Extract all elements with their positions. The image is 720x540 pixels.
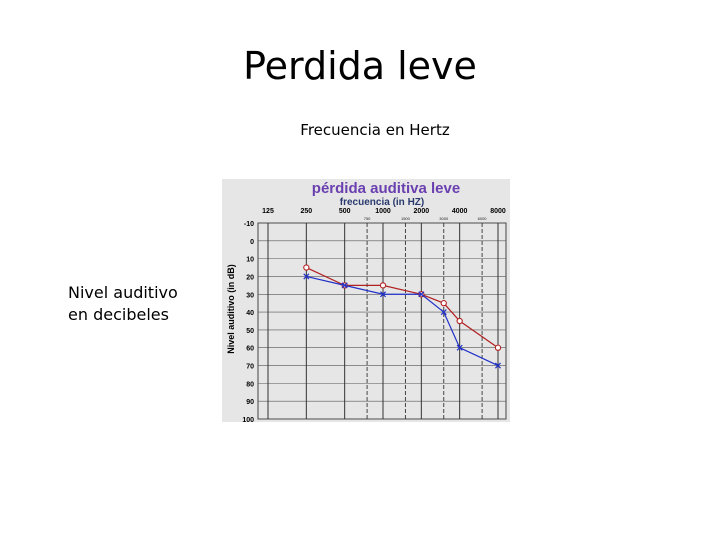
y-tick-label: 40 [246,310,254,317]
cross-stroke [303,273,310,280]
data-point-circle [303,264,310,271]
audiogram-svg: pérdida auditiva leve frecuencia (in HZ)… [222,179,510,424]
y-tick-label: 90 [246,399,254,406]
y-tick-label: -10 [244,221,254,228]
x-minor-tick-label: 3000 [439,216,449,221]
cross-stroke [379,291,387,298]
cross-stroke [341,282,348,289]
slide-title: Perdida leve [243,44,477,88]
audiogram-chart: pérdida auditiva leve frecuencia (in HZ)… [222,179,510,424]
data-point-cross [440,309,447,316]
y-tick-label: 100 [242,417,254,422]
cross-stroke [456,344,463,351]
y-tick-label: 50 [246,328,254,335]
cross-stroke [440,309,447,316]
data-point-cross [456,344,463,351]
data-point-cross [379,291,387,298]
data-point-circle [379,282,387,289]
y-tick-label: 10 [246,257,254,264]
chart-title: pérdida auditiva leve [312,180,460,197]
tick-labels: -10 0 10 20 30 40 50 60 70 80 90 100 125 250 500 1000 20… [242,208,506,424]
y-tick-label: 70 [246,364,254,371]
y-tick-label: 20 [246,274,254,281]
data-point-cross [341,282,348,289]
y-tick-label: 60 [246,346,254,353]
x-tick-label: 8000 [490,208,506,215]
frequency-caption: Frecuencia en Hertz [300,121,450,139]
data-point-circle [494,344,502,351]
data-point-cross [303,273,310,280]
y-tick-label: 0 [250,239,254,246]
series [303,264,502,369]
x-tick-label: 125 [262,208,274,215]
y-tick-label: 80 [246,381,254,388]
x-tick-label: 2000 [414,208,430,215]
hearing-level-caption: Nivel auditivo en decibeles [68,283,178,324]
chart-subtitle: frecuencia (in HZ) [340,197,424,208]
x-minor-tick-label: 750 [364,216,371,221]
y-tick-label: 30 [246,292,254,299]
data-point-cross [418,291,425,298]
x-tick-label: 4000 [452,208,468,215]
data-point-circle [456,317,463,325]
y-axis-label: Nivel auditivo (in dB) [226,264,236,354]
cross-stroke [494,362,502,369]
data-point-cross [494,362,502,369]
x-minor-tick-label: 1500 [401,216,411,221]
x-tick-label: 500 [339,208,351,215]
cross-stroke [418,291,425,298]
x-minor-tick-label: 6000 [478,216,488,221]
x-tick-label: 250 [300,208,312,215]
chart-background [222,179,510,422]
data-point-circle [440,300,447,307]
x-tick-label: 1000 [375,208,391,215]
